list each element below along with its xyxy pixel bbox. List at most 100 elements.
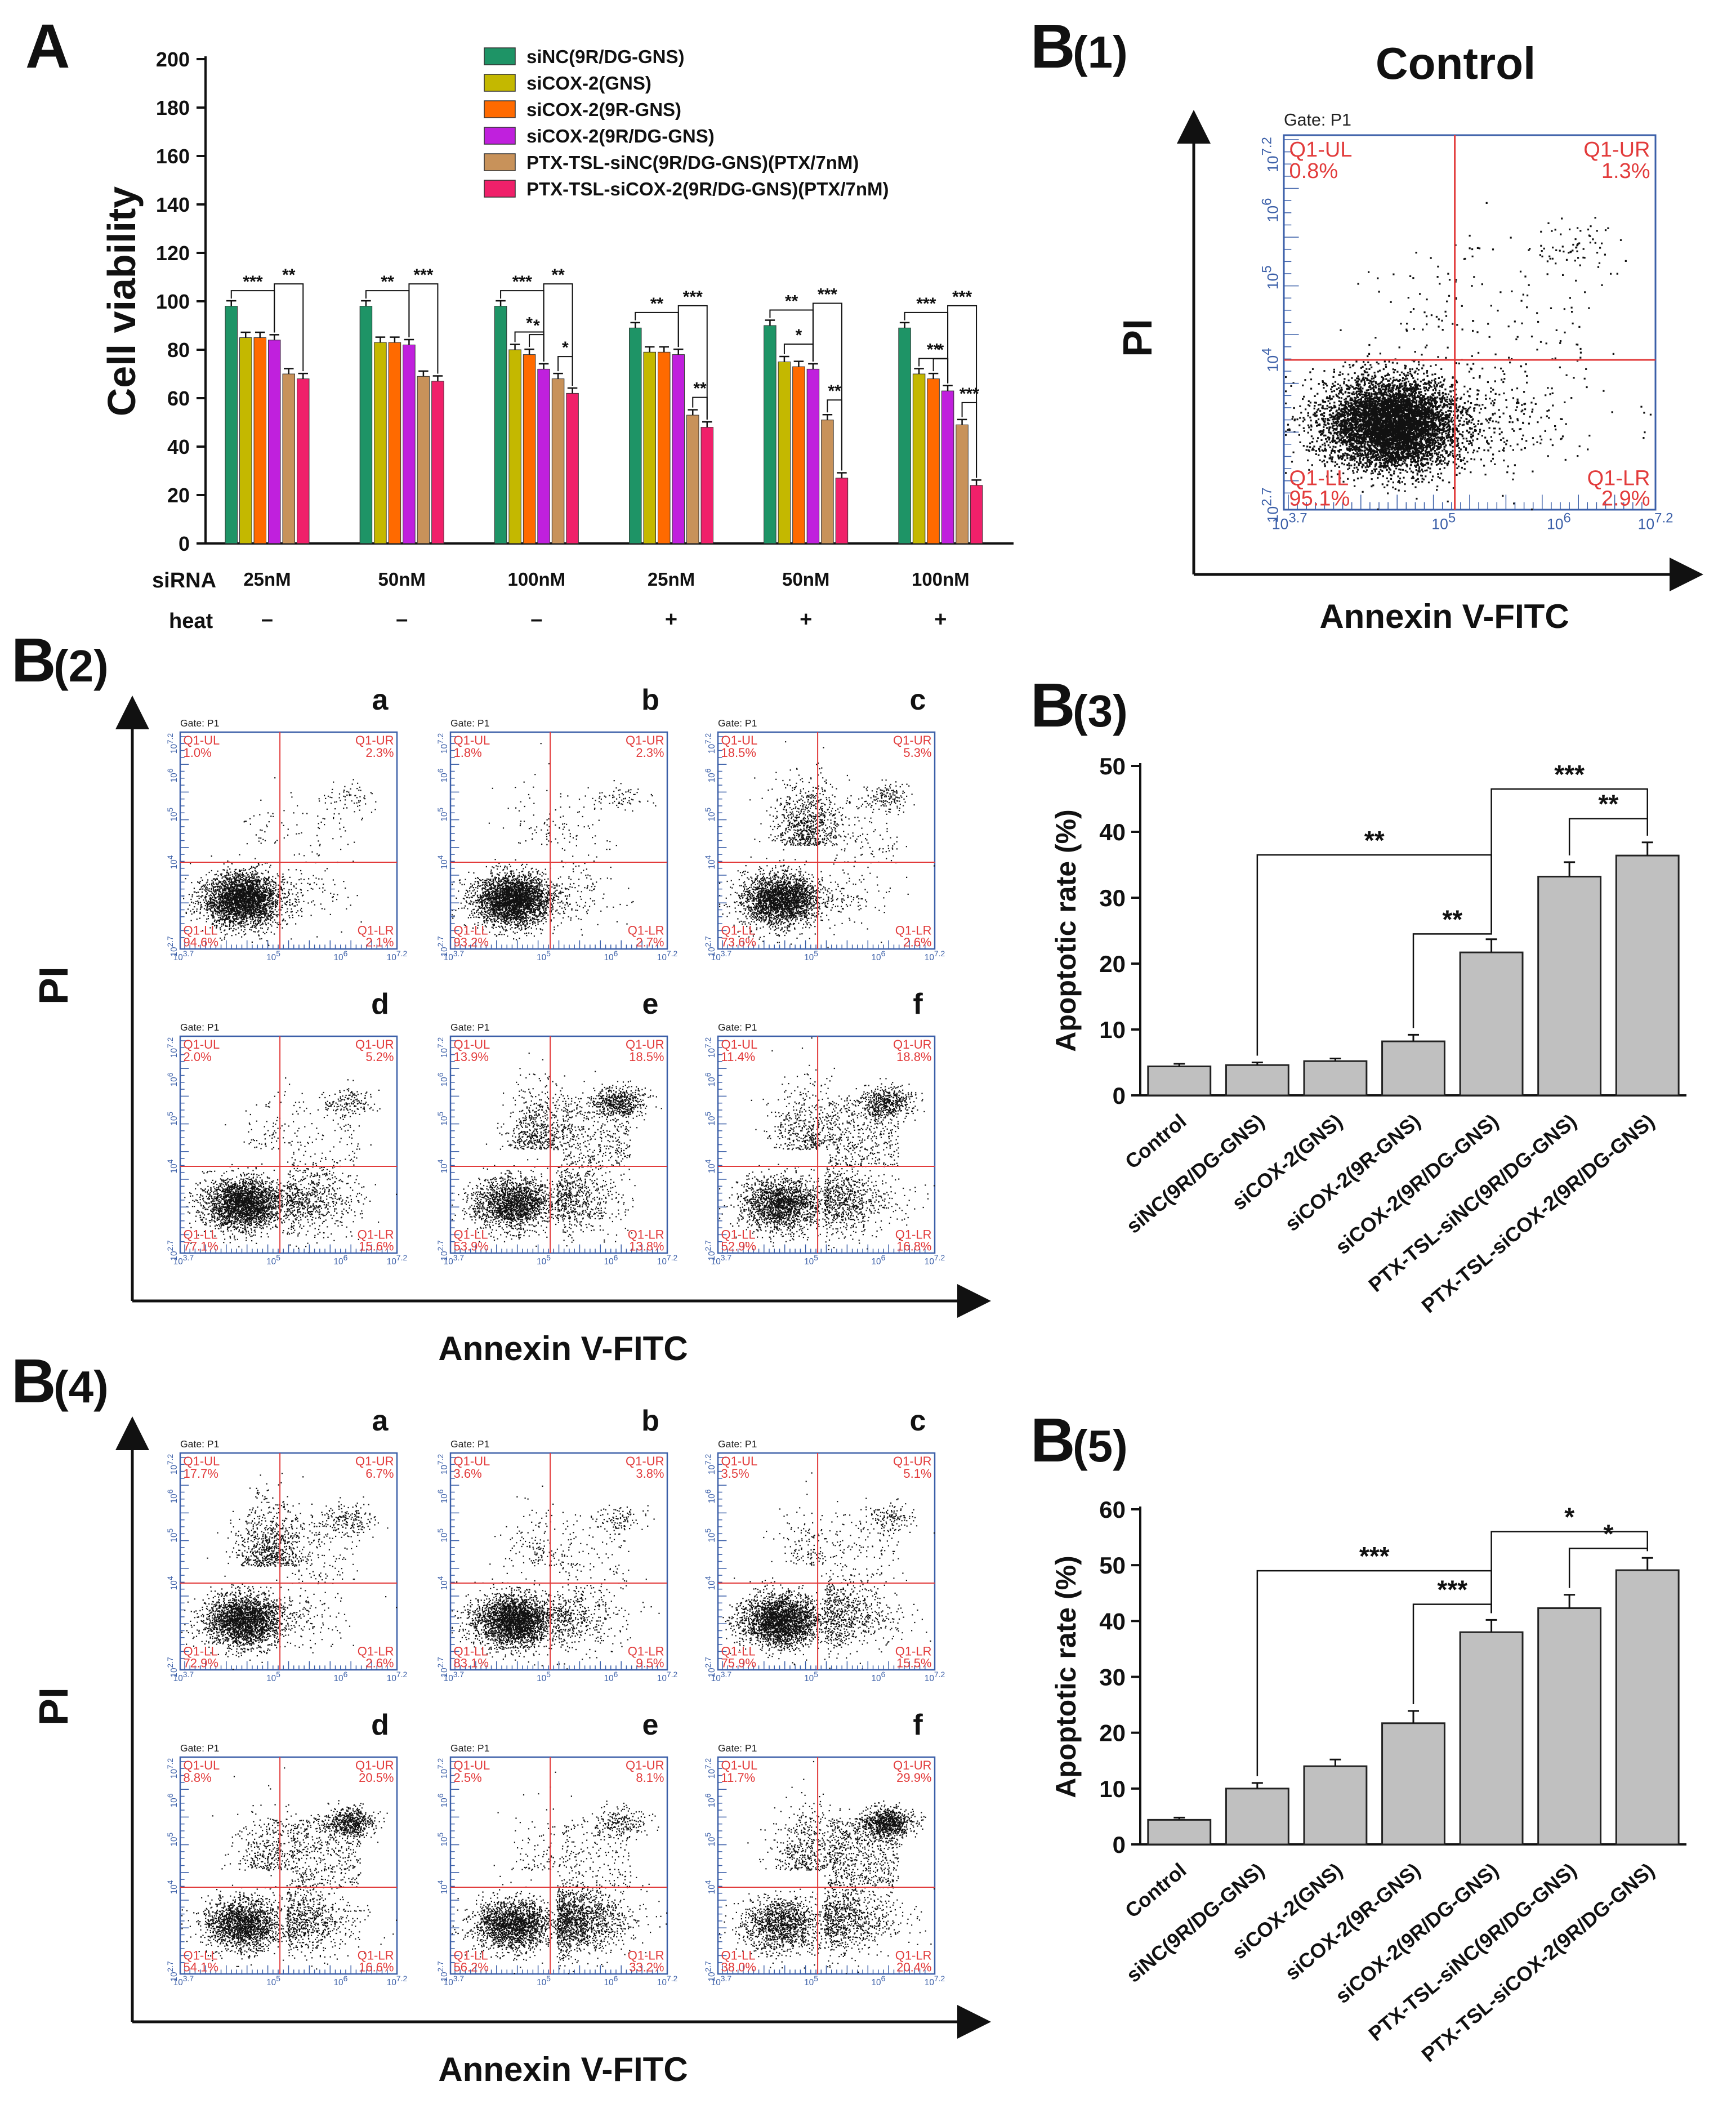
significance-bracket xyxy=(812,302,842,471)
tick-exponent: 7.2 xyxy=(166,1454,175,1465)
bar xyxy=(898,327,911,544)
category-label: siCOX-2(9R-GNS) xyxy=(1280,1858,1425,1985)
bar xyxy=(374,342,387,544)
scatter-points xyxy=(452,1485,660,1670)
y-tick-label: 50 xyxy=(1099,1552,1126,1579)
significance-stars: ** xyxy=(381,273,394,291)
bar xyxy=(970,485,983,544)
tick-exponent: 3.7 xyxy=(183,1974,194,1983)
q-lr-value: 2.6% xyxy=(365,1656,394,1670)
significance-stars: ** xyxy=(551,266,565,284)
tick-base: 10 xyxy=(440,1465,449,1474)
gate-label: Gate: P1 xyxy=(180,1022,219,1033)
tick-base: 10 xyxy=(1638,516,1655,533)
tick-exponent: 6 xyxy=(614,1253,618,1262)
y-tick-label: 40 xyxy=(1099,819,1126,845)
tick-exponent: 2.7 xyxy=(703,1961,712,1972)
y-log-tick-label: 104 xyxy=(166,1576,179,1590)
q-ur-label: Q1-UR xyxy=(355,733,394,747)
tick-base: 10 xyxy=(266,953,276,962)
legend-swatch xyxy=(484,127,516,145)
tick-base: 10 xyxy=(657,953,667,962)
q-lr-value: 2.9% xyxy=(1601,487,1650,510)
category-label: Control xyxy=(1121,1858,1190,1923)
gate-label: Gate: P1 xyxy=(450,1022,489,1033)
plot-frame xyxy=(717,1452,936,1671)
y-tick-label: 30 xyxy=(1099,885,1126,911)
panel-b3: B(3) 0 10 20 30 40 50 Apoptotic rate (%) Control… xyxy=(1030,671,1686,1317)
subplot-letter: a xyxy=(372,1405,389,1437)
x-log-tick-label: 103.7 xyxy=(444,1670,465,1683)
tick-base: 10 xyxy=(711,1257,721,1267)
y-log-tick-label: 106 xyxy=(436,1489,449,1503)
tick-exponent: 5 xyxy=(276,1253,280,1262)
y-log-tick-label: 107.2 xyxy=(703,733,717,754)
bar xyxy=(686,414,699,544)
group-sirna-label: 100nM xyxy=(912,569,970,590)
y-log-tick-label: 102.7 xyxy=(703,1240,717,1261)
tick-base: 10 xyxy=(1264,155,1281,172)
tick-base: 10 xyxy=(169,1837,179,1847)
scatter-points xyxy=(184,1077,398,1254)
q-ul-label: Q1-UL xyxy=(184,1758,220,1772)
q-ur-value: 29.9% xyxy=(896,1771,931,1785)
legend-entry: PTX-TSL-siNC(9R/DG-GNS)(PTX/7nM) xyxy=(526,152,859,173)
tick-base: 10 xyxy=(1264,355,1281,372)
y-log-tick-label: 102.7 xyxy=(703,936,717,957)
q-lr-value: 16.6% xyxy=(359,1960,394,1975)
q-ul-value: 1.0% xyxy=(184,746,212,760)
q-ul-value: 3.6% xyxy=(454,1467,482,1481)
q-ul-label: Q1-UL xyxy=(184,1454,220,1468)
tick-base: 10 xyxy=(266,1257,276,1267)
scatter-points xyxy=(719,1760,935,1975)
tick-exponent: 4 xyxy=(703,855,712,859)
significance-bracket xyxy=(230,290,275,333)
bar xyxy=(239,337,252,544)
y-axis-title: PI xyxy=(1115,319,1161,357)
bar xyxy=(764,325,776,544)
y-log-tick-label: 106 xyxy=(436,1072,449,1086)
bar xyxy=(1225,1788,1289,1846)
x-log-tick-label: 105 xyxy=(537,1670,551,1683)
subplot-letter: e xyxy=(642,988,659,1020)
tick-base: 10 xyxy=(169,1116,179,1126)
panel-label: B xyxy=(11,626,56,695)
bar xyxy=(912,373,926,544)
q-lr-label: Q1-LR xyxy=(358,1949,394,1963)
y-log-tick-label: 104 xyxy=(703,1880,717,1894)
x-log-tick-label: 103.7 xyxy=(1272,511,1307,533)
category-label: siNC(9R/DG-GNS) xyxy=(1122,1109,1269,1238)
tick-base: 10 xyxy=(711,953,721,962)
q-ur-label: Q1-UR xyxy=(355,1758,394,1772)
tick-exponent: 6 xyxy=(166,768,175,773)
q-ur-value: 18.8% xyxy=(896,1050,931,1064)
scatter-points xyxy=(722,1472,935,1670)
q-ur-label: Q1-UR xyxy=(893,1758,931,1772)
y-log-tick-label: 102.7 xyxy=(1259,488,1281,523)
tick-exponent: 5 xyxy=(703,808,712,812)
tick-base: 10 xyxy=(707,1580,717,1590)
q-ur-label: Q1-UR xyxy=(626,733,664,747)
y-log-tick-label: 106 xyxy=(703,1793,717,1807)
subplot-letter: a xyxy=(372,684,389,716)
x-log-tick-label: 103.7 xyxy=(173,1974,194,1987)
tick-exponent: 2.7 xyxy=(436,1961,445,1972)
y-log-tick-label: 104 xyxy=(436,855,449,869)
significance-bracket xyxy=(1490,1531,1648,1614)
x-log-tick-label: 106 xyxy=(871,1670,885,1683)
q-ll-label: Q1-LL xyxy=(721,1949,756,1963)
tick-exponent: 3.7 xyxy=(453,949,465,958)
q-ur-value: 5.3% xyxy=(903,746,931,760)
q-lr-value: 13.8% xyxy=(629,1240,664,1254)
tick-base: 10 xyxy=(169,773,179,782)
bar xyxy=(672,354,685,544)
q-lr-value: 2.1% xyxy=(365,935,394,950)
x-log-tick-label: 105 xyxy=(266,949,280,962)
tick-base: 10 xyxy=(657,1978,667,1987)
row-label-heat: heat xyxy=(169,609,213,633)
tick-base: 10 xyxy=(925,1257,934,1267)
